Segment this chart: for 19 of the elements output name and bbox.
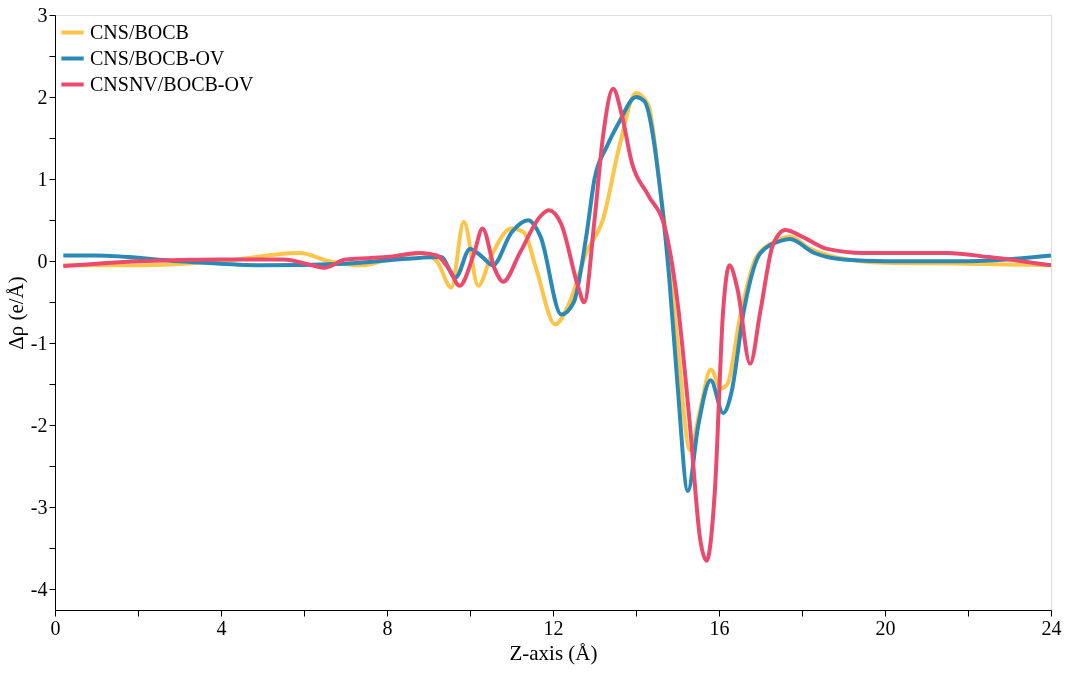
x-tick-label: 20 <box>875 616 896 639</box>
legend-label: CNS/BOCB <box>90 20 189 43</box>
legend-label: CNS/BOCB-OV <box>90 46 226 69</box>
y-tick-label: 0 <box>37 249 48 272</box>
x-tick-label: 8 <box>382 616 393 639</box>
y-tick-label: -1 <box>30 331 48 354</box>
x-tick-label: 4 <box>216 616 227 639</box>
x-tick-label: 16 <box>709 616 730 639</box>
y-tick-label: 1 <box>37 167 48 190</box>
y-tick-label: -2 <box>30 413 48 436</box>
y-axis-title: Δρ (e/Å) <box>3 276 28 350</box>
y-tick-label: 3 <box>37 3 48 26</box>
y-tick-label: 2 <box>37 85 48 108</box>
x-tick-label: 12 <box>543 616 564 639</box>
x-axis-title: Z-axis (Å) <box>509 640 598 665</box>
x-tick-label: 24 <box>1041 616 1062 639</box>
y-tick-label: -4 <box>30 577 48 600</box>
legend-label: CNSNV/BOCB-OV <box>90 72 254 95</box>
y-tick-label: -3 <box>30 495 48 518</box>
